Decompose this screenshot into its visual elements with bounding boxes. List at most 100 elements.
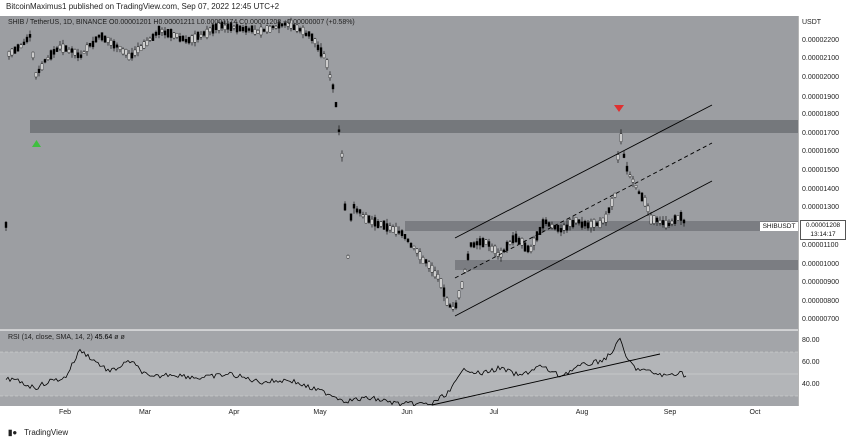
time-label: Aug xyxy=(575,409,589,416)
candle-body xyxy=(190,35,194,43)
candle-body xyxy=(49,50,53,60)
candle-body xyxy=(100,32,104,41)
price-axis[interactable] xyxy=(798,16,850,406)
candle-body xyxy=(514,233,518,243)
candle-body xyxy=(181,35,185,41)
candle-body xyxy=(382,220,386,230)
time-label: Jun xyxy=(401,409,413,416)
candle-body xyxy=(64,45,68,52)
candle-body xyxy=(385,223,389,232)
candle-body xyxy=(295,24,299,32)
candle-body xyxy=(547,222,551,227)
candle-body xyxy=(565,224,569,231)
price-label: 0.00001600 xyxy=(802,148,839,155)
candle-body xyxy=(94,36,98,43)
price-label: 0.00000700 xyxy=(802,316,839,323)
price-label: 0.00001400 xyxy=(802,186,839,193)
candle-body xyxy=(409,242,413,248)
candle-body xyxy=(487,241,491,247)
current-price: 0.00001208 xyxy=(805,222,841,229)
candle-body xyxy=(595,222,599,226)
candle-body xyxy=(34,72,38,78)
candle-body xyxy=(334,102,338,108)
candle-body xyxy=(490,245,494,252)
candle-body xyxy=(496,252,500,257)
channel-lower-line[interactable] xyxy=(454,180,713,317)
current-price-badge: 0.00001208 13:14:17 xyxy=(800,220,846,240)
middle-zone xyxy=(405,221,798,231)
candle-body xyxy=(187,37,191,44)
candle-body xyxy=(307,31,311,37)
candle-body xyxy=(661,220,665,226)
price-label: 0.00002000 xyxy=(802,74,839,81)
candle-body xyxy=(91,40,95,48)
candle-body xyxy=(415,248,419,254)
candle-body xyxy=(289,19,293,29)
candle-body xyxy=(262,29,266,32)
candle-body xyxy=(352,203,356,209)
candle-body xyxy=(19,44,23,49)
rsi-legend[interactable]: RSI (14, close, SMA, 14, 2) 45.64 ø ø xyxy=(8,334,125,341)
channel-upper-line[interactable] xyxy=(454,104,713,239)
time-label: May xyxy=(313,409,327,416)
candle-body xyxy=(163,30,167,36)
candle-body xyxy=(22,41,26,45)
symbol-legend[interactable]: SHIB / TetherUS, 1D, BINANCE O0.00001201… xyxy=(8,19,355,26)
candle-body xyxy=(301,26,305,35)
candle-body xyxy=(592,219,596,228)
candle-body xyxy=(454,302,458,309)
rsi-trendline[interactable] xyxy=(431,353,661,406)
candle-body xyxy=(337,129,341,132)
candle-body xyxy=(283,22,287,26)
candle-body xyxy=(172,32,176,39)
footer-brand[interactable]: ▮● TradingView xyxy=(8,428,68,437)
candle-body xyxy=(364,214,368,224)
candle-body xyxy=(526,245,530,253)
candle-body xyxy=(112,40,116,49)
candle-body xyxy=(103,35,107,43)
time-label: Feb xyxy=(58,409,72,416)
candle-body xyxy=(577,219,581,224)
channel-mid-line[interactable] xyxy=(454,142,713,279)
candle-body xyxy=(241,27,245,32)
candle-body xyxy=(109,40,113,46)
candle-body xyxy=(517,237,521,245)
candle-body xyxy=(640,192,644,202)
candle-body xyxy=(82,51,86,54)
down-arrow-icon xyxy=(614,105,624,112)
published-text: BitcoinMaximus1 published on TradingView… xyxy=(6,2,280,11)
candle-body xyxy=(142,41,146,49)
candle-body xyxy=(175,32,179,38)
candle-body xyxy=(613,192,617,198)
current-symbol-tag: SHIBUSDT xyxy=(760,222,798,231)
candle-body xyxy=(160,29,164,33)
candle-body xyxy=(538,226,542,235)
candle-body xyxy=(199,34,203,38)
price-label: 0.00001100 xyxy=(802,242,839,249)
candle-body xyxy=(361,214,365,218)
time-label: Mar xyxy=(138,409,152,416)
rsi-axis-label: 80.00 xyxy=(802,337,820,344)
price-axis-unit: USDT xyxy=(802,19,822,26)
candle-body xyxy=(673,215,677,224)
support-zone xyxy=(455,260,798,270)
rsi-title: RSI (14, close, SMA, 14, 2) xyxy=(8,334,93,341)
price-label: 0.00001000 xyxy=(802,261,839,268)
candle-body xyxy=(46,57,50,60)
candle-body xyxy=(601,217,605,224)
candle-body xyxy=(298,28,302,32)
candle-body xyxy=(559,228,563,233)
chart-canvas[interactable] xyxy=(0,16,798,406)
candle-body xyxy=(502,249,506,253)
candle-body xyxy=(478,238,482,246)
candle-body xyxy=(280,23,284,27)
candle-body xyxy=(562,224,566,231)
candle-body xyxy=(70,48,74,53)
candle-body xyxy=(598,220,602,228)
candle-body xyxy=(637,191,641,194)
candle-body xyxy=(391,226,395,233)
candle-body xyxy=(331,84,335,90)
candle-body xyxy=(25,36,29,43)
candle-body xyxy=(328,74,332,79)
candle-body xyxy=(73,49,77,56)
